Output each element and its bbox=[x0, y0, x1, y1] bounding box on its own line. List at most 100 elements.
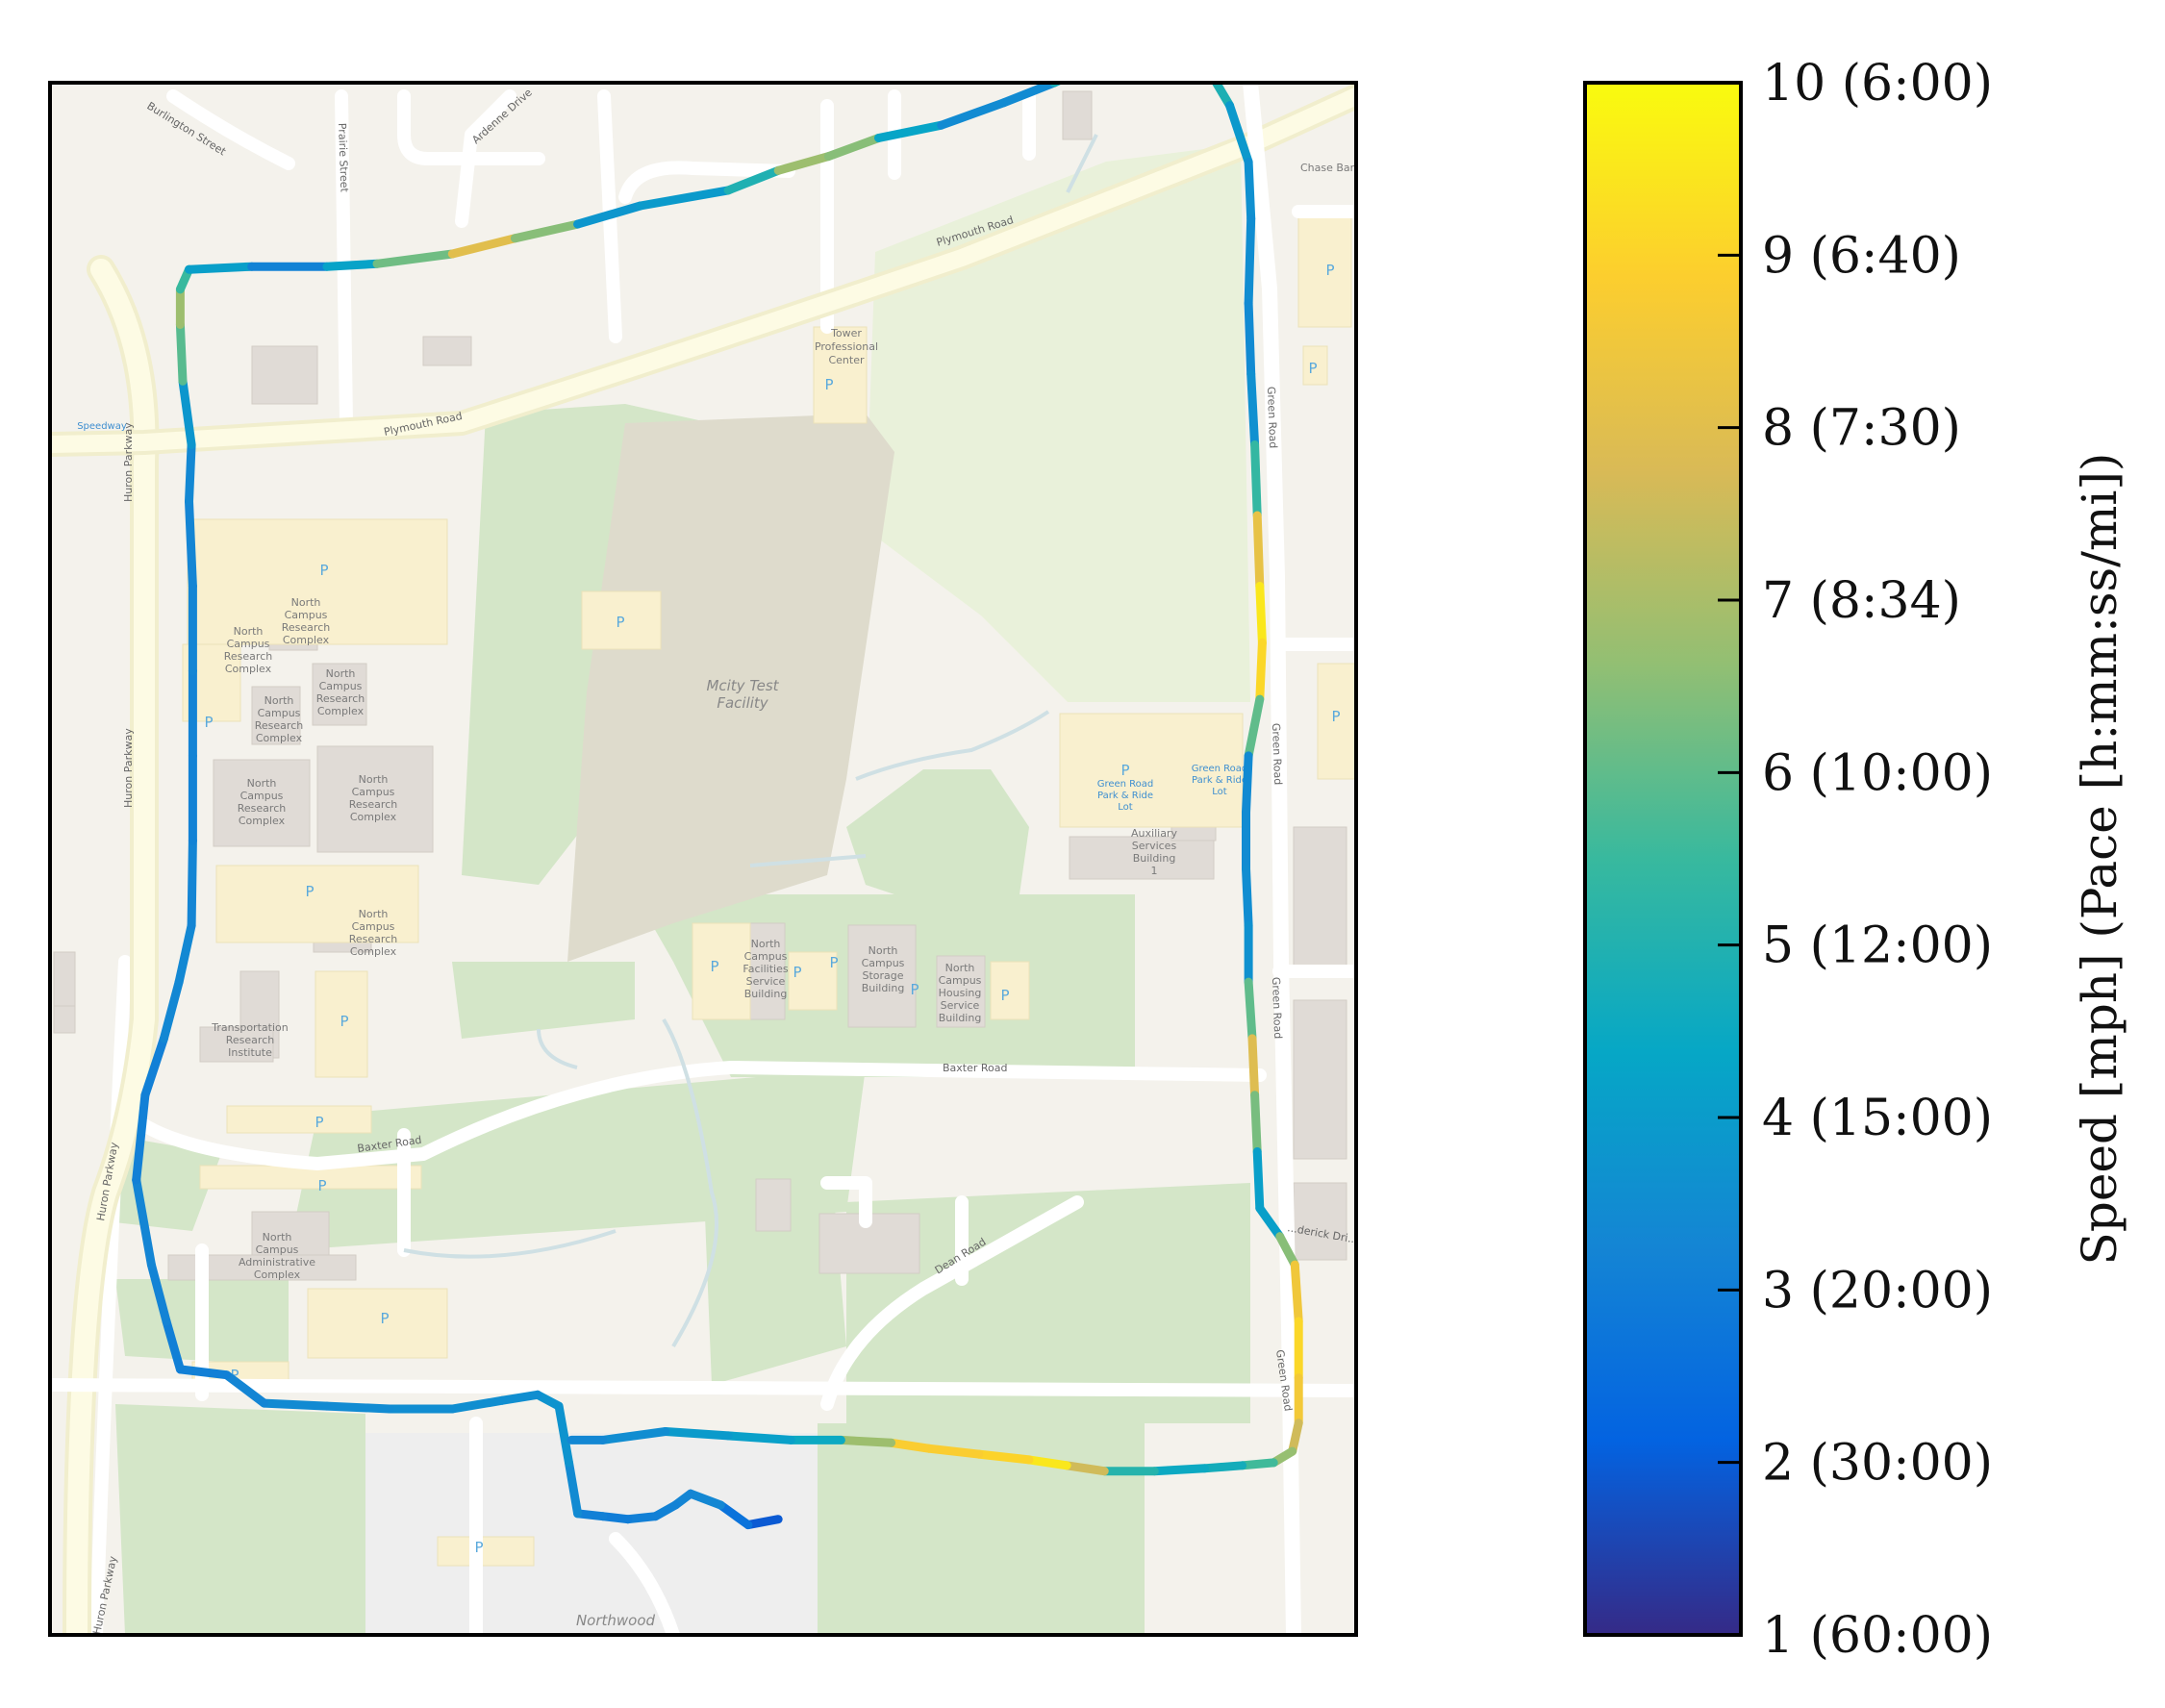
route-segment bbox=[222, 1370, 269, 1408]
svg-text:Lot: Lot bbox=[1118, 802, 1133, 813]
svg-text:Lot: Lot bbox=[1212, 787, 1227, 797]
colorbar-tick-label: 7 (8:34) bbox=[1762, 572, 1961, 630]
svg-text:P: P bbox=[319, 562, 328, 579]
route-segment bbox=[140, 1034, 168, 1100]
route-segment bbox=[1238, 1458, 1278, 1470]
map-frame bbox=[48, 81, 1358, 1637]
tower-center-label: Tower bbox=[830, 327, 862, 339]
svg-text:North: North bbox=[247, 777, 277, 790]
northwood-label: Northwood bbox=[576, 1612, 656, 1629]
route-segment bbox=[1255, 638, 1267, 704]
route-segment bbox=[372, 249, 457, 268]
svg-text:Park & Ride: Park & Ride bbox=[1097, 791, 1153, 801]
svg-text:Institute: Institute bbox=[228, 1046, 272, 1059]
route-segment bbox=[554, 1401, 573, 1468]
route-segment bbox=[178, 376, 196, 449]
svg-text:Research: Research bbox=[349, 933, 397, 945]
route-segment bbox=[1255, 582, 1267, 647]
route-segment bbox=[887, 1438, 934, 1453]
prairie-street-label: Prairie Street bbox=[336, 123, 351, 193]
svg-text:Auxiliary: Auxiliary bbox=[1131, 827, 1177, 840]
svg-text:Complex: Complex bbox=[350, 945, 397, 958]
svg-text:Building: Building bbox=[862, 982, 905, 994]
route-segment bbox=[1117, 61, 1154, 69]
colorbar-tick-label: 8 (7:30) bbox=[1762, 400, 1961, 458]
svg-text:P: P bbox=[824, 376, 833, 393]
parking-icon: P P P P P P P P P P P P P P P P P P P P bbox=[204, 262, 1340, 1556]
route-segment bbox=[1244, 977, 1257, 1043]
green-road-label: Green Road bbox=[1265, 387, 1279, 449]
route-segment bbox=[260, 1398, 332, 1411]
route-segment bbox=[773, 152, 833, 175]
svg-text:P: P bbox=[230, 1367, 239, 1384]
route-segment bbox=[573, 201, 645, 229]
route-segment bbox=[1290, 1260, 1303, 1326]
svg-text:Campus: Campus bbox=[352, 786, 395, 798]
route-segment bbox=[1275, 1232, 1299, 1269]
svg-text:Administrative: Administrative bbox=[239, 1256, 315, 1268]
place-labels: Mcity Test Facility Tower Professional C… bbox=[77, 162, 1356, 1629]
route-segment bbox=[175, 1365, 232, 1380]
colorbar-tick-label: 3 (20:00) bbox=[1762, 1262, 1993, 1319]
parking-lots bbox=[182, 211, 1356, 1567]
svg-text:Campus: Campus bbox=[352, 920, 395, 933]
green-road-label: Green Road bbox=[1270, 977, 1284, 1040]
route-segment bbox=[1149, 1464, 1209, 1476]
route-segment bbox=[823, 134, 883, 162]
route-segment bbox=[187, 836, 197, 930]
route-segment bbox=[1244, 157, 1256, 223]
route-segment bbox=[510, 219, 583, 243]
mcity-label: Mcity Test bbox=[706, 677, 779, 694]
route-segment bbox=[146, 1260, 171, 1326]
route-segment bbox=[565, 1458, 583, 1519]
route-segment bbox=[716, 1500, 753, 1530]
route-segment bbox=[686, 1489, 725, 1510]
streams bbox=[403, 134, 1098, 1348]
route-segment bbox=[497, 1390, 542, 1405]
svg-text:P: P bbox=[317, 1177, 326, 1194]
svg-text:North: North bbox=[945, 962, 975, 974]
svg-text:Storage: Storage bbox=[862, 969, 903, 982]
tower-center-label: Professional bbox=[815, 340, 878, 353]
svg-text:Campus: Campus bbox=[939, 974, 982, 987]
route-segment bbox=[1246, 369, 1260, 449]
route-segment bbox=[1247, 1034, 1260, 1100]
route-segment bbox=[1250, 1091, 1262, 1156]
svg-text:Transportation: Transportation bbox=[211, 1021, 288, 1034]
svg-text:Complex: Complex bbox=[350, 811, 397, 823]
route-segment bbox=[1211, 83, 1219, 85]
svg-text:Green Road: Green Road bbox=[1097, 779, 1154, 790]
tower-center-label: Center bbox=[828, 354, 865, 366]
svg-text:Research: Research bbox=[238, 802, 286, 815]
route-segment bbox=[175, 320, 188, 386]
route-segment bbox=[1244, 299, 1256, 379]
svg-text:Complex: Complex bbox=[225, 663, 272, 675]
colorbar: 10 (6:00) 9 (6:40) 8 (7:30) 7 (8:34) 6 (10:0… bbox=[1583, 55, 2127, 1665]
route-segment bbox=[447, 234, 519, 259]
svg-text:North: North bbox=[326, 667, 356, 680]
route-segment bbox=[1225, 101, 1253, 166]
svg-text:Campus: Campus bbox=[862, 957, 905, 969]
route-segment bbox=[1200, 1461, 1247, 1473]
route-segment bbox=[723, 165, 783, 195]
map-panel[interactable]: Plymouth Road Plymouth Road Green Road G… bbox=[50, 55, 1364, 1636]
huron-parkway-label: Huron Parkway bbox=[122, 728, 135, 808]
colorbar-tick-label: 4 (15:00) bbox=[1762, 1090, 1993, 1147]
svg-text:P: P bbox=[340, 1013, 348, 1030]
svg-text:P: P bbox=[474, 1539, 483, 1556]
svg-text:Housing: Housing bbox=[939, 987, 982, 999]
route-track bbox=[132, 55, 1303, 1530]
svg-text:Campus: Campus bbox=[319, 680, 363, 692]
svg-text:Park & Ride: Park & Ride bbox=[1192, 775, 1247, 786]
route-segment bbox=[1154, 55, 1179, 61]
